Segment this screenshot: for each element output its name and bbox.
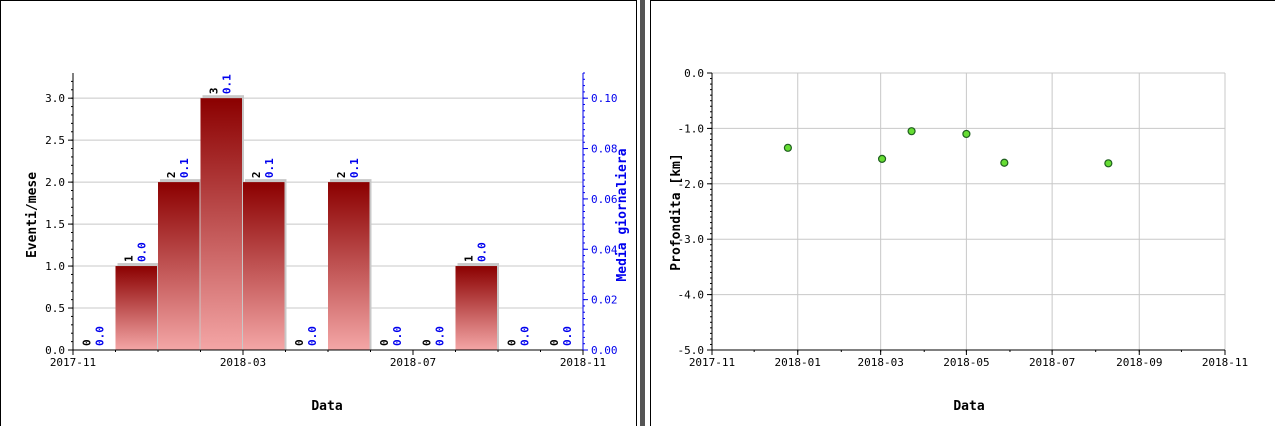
bar <box>328 182 370 350</box>
x-tick-label: 2018-07 <box>1029 356 1075 369</box>
count-label: 0 <box>293 339 306 346</box>
y-tick-label: 3.0 <box>45 92 65 105</box>
x-axis-title: Data <box>311 399 342 414</box>
count-label: 0 <box>505 339 518 346</box>
x-tick-label: 2018-01 <box>775 356 821 369</box>
avg-label: 0.0 <box>391 326 404 346</box>
y-axis-title: Profondita [km] <box>669 153 684 270</box>
depth-point <box>908 128 915 135</box>
y-tick-label: 0.5 <box>45 302 65 315</box>
monthly-events-chart: 0.00.51.01.52.02.53.00.000.020.040.060.0… <box>0 0 640 426</box>
avg-label: 0.0 <box>136 242 149 262</box>
count-label: 0 <box>548 339 561 346</box>
panel-divider <box>640 0 645 426</box>
depth-point <box>1001 159 1008 166</box>
avg-label: 0.0 <box>518 326 531 346</box>
avg-label: 0.0 <box>93 326 106 346</box>
y2-tick-label: 0.06 <box>591 193 618 206</box>
y-tick-label: 2.0 <box>45 176 65 189</box>
y2-tick-label: 0.10 <box>591 92 618 105</box>
y2-tick-label: 0.02 <box>591 294 618 307</box>
y-tick-label: 1.5 <box>45 218 65 231</box>
depth-point <box>879 155 886 162</box>
x-tick-label: 2018-07 <box>390 356 436 369</box>
avg-label: 0.0 <box>561 326 574 346</box>
x-tick-label: 2018-03 <box>857 356 903 369</box>
x-tick-label: 2017-11 <box>689 356 735 369</box>
count-label: 0 <box>80 339 93 346</box>
avg-label: 0.1 <box>348 158 361 178</box>
depth-point <box>1105 160 1112 167</box>
avg-label: 0.0 <box>306 326 319 346</box>
x-tick-label: 2018-03 <box>220 356 266 369</box>
count-label: 1 <box>463 255 476 262</box>
y-tick-label: 2.5 <box>45 134 65 147</box>
x-tick-label: 2018-05 <box>943 356 989 369</box>
y-tick-label: -1.0 <box>678 122 705 135</box>
count-label: 0 <box>420 339 433 346</box>
x-tick-label: 2018-11 <box>1202 356 1248 369</box>
y-tick-label: 1.0 <box>45 260 65 273</box>
y2-axis-title: Media giornaliera <box>615 148 630 281</box>
x-tick-label: 2018-09 <box>1116 356 1162 369</box>
x-axis-title: Data <box>953 399 984 414</box>
count-label: 2 <box>335 171 348 178</box>
y-tick-label: -4.0 <box>678 289 705 302</box>
avg-label: 0.0 <box>476 242 489 262</box>
avg-label: 0.1 <box>221 74 234 94</box>
avg-label: 0.1 <box>178 158 191 178</box>
bar <box>116 266 158 350</box>
avg-label: 0.1 <box>263 158 276 178</box>
count-label: 2 <box>250 171 263 178</box>
bar <box>201 98 243 350</box>
bar <box>243 182 285 350</box>
y2-tick-label: 0.08 <box>591 143 618 156</box>
count-label: 0 <box>378 339 391 346</box>
avg-label: 0.0 <box>433 326 446 346</box>
depth-point <box>784 144 791 151</box>
count-label: 1 <box>123 255 136 262</box>
x-tick-label: 2018-11 <box>560 356 606 369</box>
count-label: 2 <box>165 171 178 178</box>
bar <box>158 182 200 350</box>
x-tick-label: 2017-11 <box>50 356 96 369</box>
bar <box>456 266 498 350</box>
y-tick-label: 0.0 <box>684 67 704 80</box>
depth-point <box>963 130 970 137</box>
count-label: 3 <box>208 88 221 95</box>
y2-tick-label: 0.04 <box>591 243 618 256</box>
y-axis-title: Eventi/mese <box>25 172 40 258</box>
